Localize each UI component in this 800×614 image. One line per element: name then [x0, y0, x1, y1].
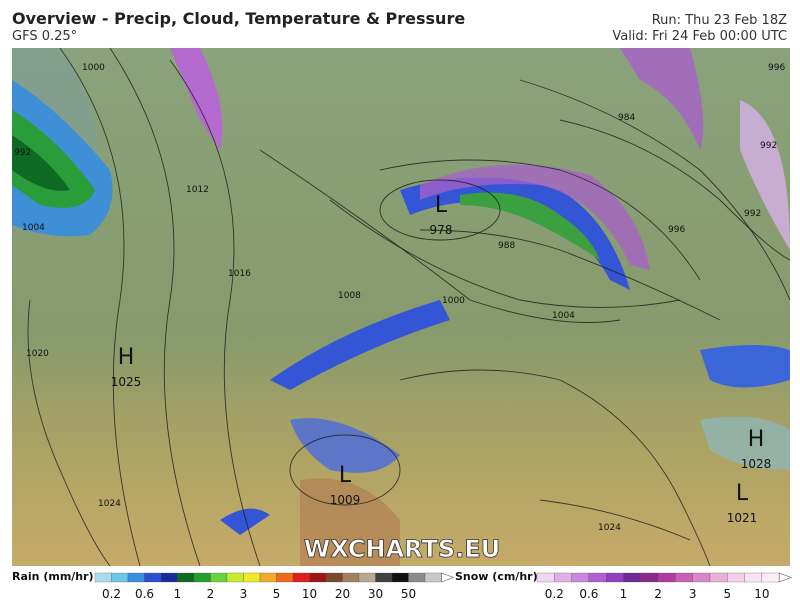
isobar-label: 1008 [338, 291, 361, 301]
legend-swatch [325, 572, 343, 583]
legend-swatch [193, 572, 211, 583]
valid: Valid: Fri 24 Feb 00:00 UTC [612, 29, 787, 44]
legend-swatch [342, 572, 360, 583]
isobar-label: 1000 [442, 296, 465, 306]
legend-label: 20 [335, 587, 350, 601]
legend-swatch [94, 572, 112, 583]
legend-swatch [640, 572, 659, 583]
legend-label: 5 [273, 587, 281, 601]
legend-label: 2 [654, 587, 662, 601]
legend-label: 2 [207, 587, 215, 601]
legend-arrow [778, 572, 793, 583]
legend-swatch [358, 572, 376, 583]
legend-label: 5 [723, 587, 731, 601]
legend-swatch [623, 572, 641, 583]
map [12, 47, 791, 567]
legend-swatch [259, 572, 277, 583]
legend-swatch [709, 572, 728, 583]
center-value: 1021 [727, 511, 758, 525]
center-letter: H [118, 345, 135, 370]
legend-swatch [243, 572, 261, 583]
run: Run: Thu 23 Feb 18Z [652, 13, 787, 28]
legend-label: 0.2 [545, 587, 564, 601]
isobar-label: 1004 [22, 223, 45, 233]
legend-swatch [160, 572, 178, 583]
isobar-label: 992 [760, 141, 777, 151]
legend-swatch [127, 572, 145, 583]
center-value: 978 [430, 223, 453, 237]
isobar-label: 988 [498, 241, 515, 251]
center-value: 1028 [741, 457, 772, 471]
legend-swatch [391, 572, 409, 583]
isobar-label: 1016 [228, 269, 251, 279]
watermark: WXCHARTS.EU [304, 535, 500, 563]
legend-swatch [408, 572, 426, 583]
legend-label: 10 [754, 587, 769, 601]
center-value: 1009 [330, 493, 361, 507]
legend-label: 1 [620, 587, 628, 601]
legend-swatch [309, 572, 327, 583]
center-letter: L [339, 463, 352, 488]
center-letter: L [435, 193, 448, 218]
isobar-label: 1004 [552, 311, 575, 321]
legend-swatch [144, 572, 162, 583]
isobar-label: 1000 [82, 63, 105, 73]
legend-label: 0.2 [102, 587, 121, 601]
model: GFS 0.25° [12, 29, 77, 44]
isobar-label: 1024 [98, 499, 121, 509]
legend-swatch [744, 572, 763, 583]
legend-arrow [441, 572, 455, 583]
legend-label: 10 [302, 587, 317, 601]
isobar-labels: 1000 992 1004 1012 1016 1020 1024 1008 1… [14, 63, 785, 533]
legend-swatch [606, 572, 624, 583]
legend-swatch [424, 572, 442, 583]
isobar-label: 1012 [186, 185, 209, 195]
legend-label: 50 [401, 587, 416, 601]
isobar-label: 984 [618, 113, 635, 123]
legend-swatch [292, 572, 310, 583]
legend-swatch [177, 572, 195, 583]
legend-swatch [226, 572, 244, 583]
legend-label: 30 [368, 587, 383, 601]
legend-swatch [588, 572, 607, 583]
snow-legend-title: Snow (cm/hr) [455, 570, 538, 583]
legend-label: 0.6 [135, 587, 154, 601]
legend-swatch [375, 572, 393, 583]
legend-label: 3 [689, 587, 697, 601]
legend-label: 0.6 [579, 587, 598, 601]
isobar-label: 996 [768, 63, 785, 73]
legend-label: 1 [174, 587, 182, 601]
legend-swatch [692, 572, 711, 583]
legend-swatch [276, 572, 294, 583]
rain-legend-title: Rain (mm/hr) [12, 570, 94, 583]
center-letter: H [748, 427, 765, 452]
center-value: 1025 [111, 375, 142, 389]
legend-swatch [571, 572, 590, 583]
legend-label: 3 [240, 587, 248, 601]
isobar-label: 992 [14, 148, 31, 158]
legend-swatch [111, 572, 129, 583]
pressure-centers: H 1025 L 978 L 1009 H 1028 L 1021 [111, 193, 772, 525]
legend-swatch [210, 572, 228, 583]
legend-swatch [675, 572, 693, 583]
legend-swatch [554, 572, 572, 583]
isobar-label: 1020 [26, 349, 49, 359]
isobar-label: 996 [668, 225, 685, 235]
legend-swatch [727, 572, 745, 583]
legend-swatch [536, 572, 555, 583]
legend: 0.2 0.6 1 2 3 5 10 20 30 50 0.2 0.6 1 2 3 5 10 [94, 572, 793, 601]
legend-swatch [761, 572, 780, 583]
center-letter: L [736, 481, 749, 506]
title: Overview - Precip, Cloud, Temperature & … [12, 9, 465, 28]
isobar-label: 992 [744, 209, 761, 219]
legend-swatch [657, 572, 676, 583]
isobar-label: 1024 [598, 523, 621, 533]
